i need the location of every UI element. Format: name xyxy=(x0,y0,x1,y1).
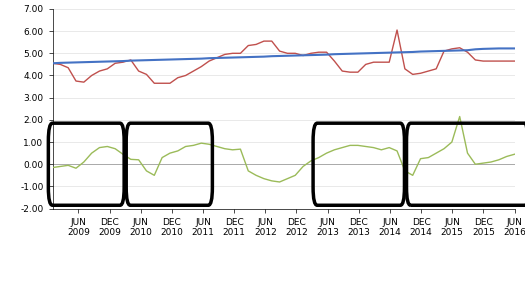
Housing Price xyxy=(339,52,345,56)
Estimated Housing Price xyxy=(49,61,56,65)
Error Correction xyxy=(206,142,212,146)
Error Correction xyxy=(511,153,518,156)
Error Correction xyxy=(347,144,353,147)
Line: Housing Price: Housing Price xyxy=(52,49,514,63)
Line: Estimated Housing Price: Estimated Housing Price xyxy=(52,30,514,83)
Estimated Housing Price xyxy=(394,28,400,32)
Estimated Housing Price xyxy=(214,56,220,60)
Error Correction xyxy=(167,151,173,155)
Line: Error Correction: Error Correction xyxy=(52,117,514,182)
Estimated Housing Price xyxy=(128,58,134,62)
Error Correction xyxy=(277,180,283,184)
Error Correction xyxy=(457,115,463,118)
Estimated Housing Price xyxy=(511,59,518,63)
Housing Price xyxy=(183,57,189,61)
Housing Price xyxy=(496,47,502,50)
Housing Price xyxy=(128,59,134,62)
Error Correction xyxy=(49,166,56,169)
Error Correction xyxy=(183,145,189,148)
Estimated Housing Price xyxy=(347,70,353,74)
Legend: Housing Price, Estimated Housing Price, Error Correction: Housing Price, Estimated Housing Price, … xyxy=(103,297,464,298)
Error Correction xyxy=(198,141,204,145)
Housing Price xyxy=(167,58,173,61)
Estimated Housing Price xyxy=(206,59,212,63)
Housing Price xyxy=(511,47,518,50)
Housing Price xyxy=(198,57,204,60)
Estimated Housing Price xyxy=(151,81,158,85)
Error Correction xyxy=(128,158,134,161)
Estimated Housing Price xyxy=(175,76,181,80)
Housing Price xyxy=(206,56,212,60)
Housing Price xyxy=(49,61,56,65)
Estimated Housing Price xyxy=(190,69,196,73)
